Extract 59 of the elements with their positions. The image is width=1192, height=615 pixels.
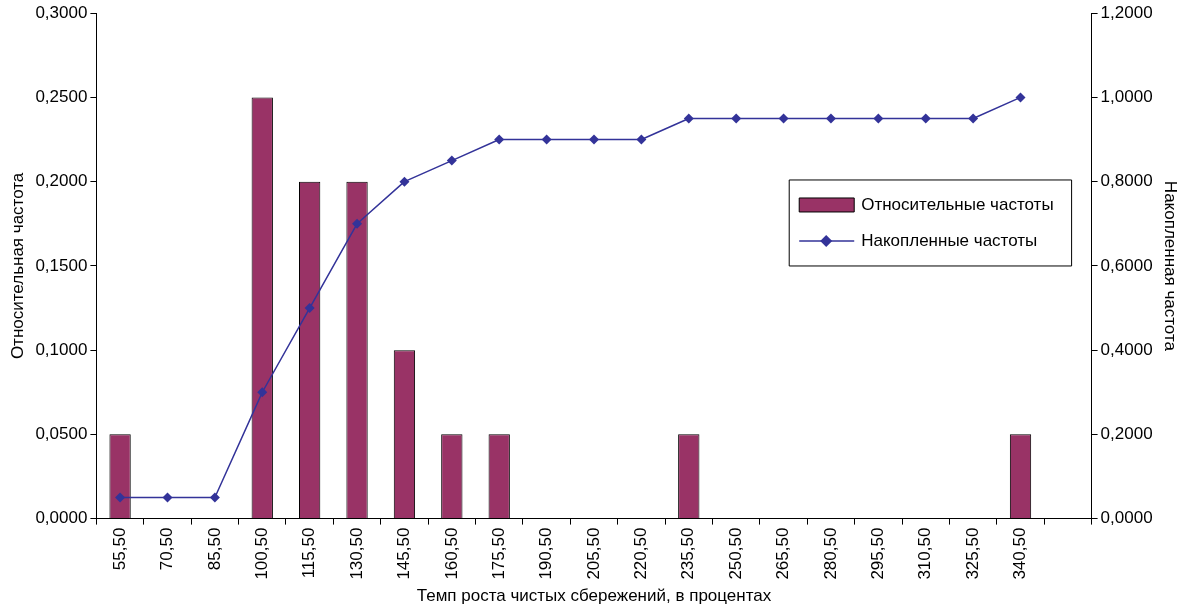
point	[731, 113, 742, 124]
y2-tick-label: 0,2000	[1100, 424, 1153, 444]
x-tick-label: 115,50	[299, 527, 319, 579]
y-tick-label: 0,1000	[35, 339, 88, 359]
y2-tick-label: 0,8000	[1100, 171, 1153, 191]
point	[446, 155, 457, 166]
x-tick-label: 190,50	[536, 527, 556, 580]
y-tick-label: 0,3000	[35, 2, 88, 22]
point	[209, 492, 220, 503]
x-tick-label: 145,50	[394, 527, 414, 580]
point	[257, 387, 268, 398]
x-tick-label: 295,50	[868, 527, 888, 580]
legend-label: Относительные частоты	[861, 194, 1054, 214]
point	[162, 492, 173, 503]
x-tick-label: 220,50	[631, 527, 651, 580]
point	[352, 218, 363, 229]
y2-tick-label: 1,0000	[1100, 87, 1153, 107]
y2-axis-title: Накопленная частота	[1161, 180, 1181, 352]
y-tick-label: 0,0000	[35, 508, 88, 528]
point	[825, 113, 836, 124]
x-axis-title: Темп роста чистых сбережений, в процентах	[416, 586, 772, 606]
y2-tick-label: 0,6000	[1100, 255, 1153, 275]
x-tick-label: 325,50	[962, 527, 982, 580]
y2-tick-label: 0,0000	[1100, 508, 1153, 528]
y-tick-label: 0,1500	[35, 255, 88, 275]
y-axis-title: Относительная частота	[7, 172, 27, 360]
y2-tick-label: 1,2000	[1100, 2, 1153, 22]
point	[778, 113, 789, 124]
x-tick-label: 55,50	[109, 527, 129, 571]
x-tick-label: 265,50	[773, 527, 793, 580]
point	[683, 113, 694, 124]
point	[399, 176, 410, 187]
x-tick-label: 100,50	[251, 527, 271, 580]
y2-tick-label: 0,4000	[1100, 339, 1153, 359]
point	[589, 134, 599, 145]
x-tick-label: 130,50	[346, 527, 366, 580]
x-tick-label: 160,50	[441, 527, 461, 580]
y-tick-label: 0,2000	[35, 171, 88, 191]
point	[873, 113, 884, 124]
x-tick-label: 280,50	[820, 527, 840, 580]
y-tick-label: 0,0500	[35, 424, 88, 444]
legend-label: Накопленные частоты	[861, 230, 1038, 250]
point	[636, 134, 647, 145]
point	[494, 134, 505, 145]
y-tick-label: 0,2500	[35, 87, 88, 107]
x-tick-label: 250,50	[725, 527, 745, 580]
x-tick-label: 235,50	[678, 527, 698, 580]
x-tick-label: 340,50	[1010, 527, 1030, 580]
x-tick-label: 205,50	[583, 527, 603, 580]
point	[1015, 92, 1026, 103]
x-tick-label: 85,50	[204, 527, 224, 571]
point	[115, 492, 126, 503]
point	[304, 303, 315, 314]
point	[541, 134, 552, 145]
x-tick-label: 310,50	[915, 527, 935, 580]
point	[968, 113, 979, 124]
x-tick-label: 70,50	[157, 527, 177, 571]
point	[920, 113, 931, 124]
x-tick-label: 175,50	[488, 527, 508, 580]
